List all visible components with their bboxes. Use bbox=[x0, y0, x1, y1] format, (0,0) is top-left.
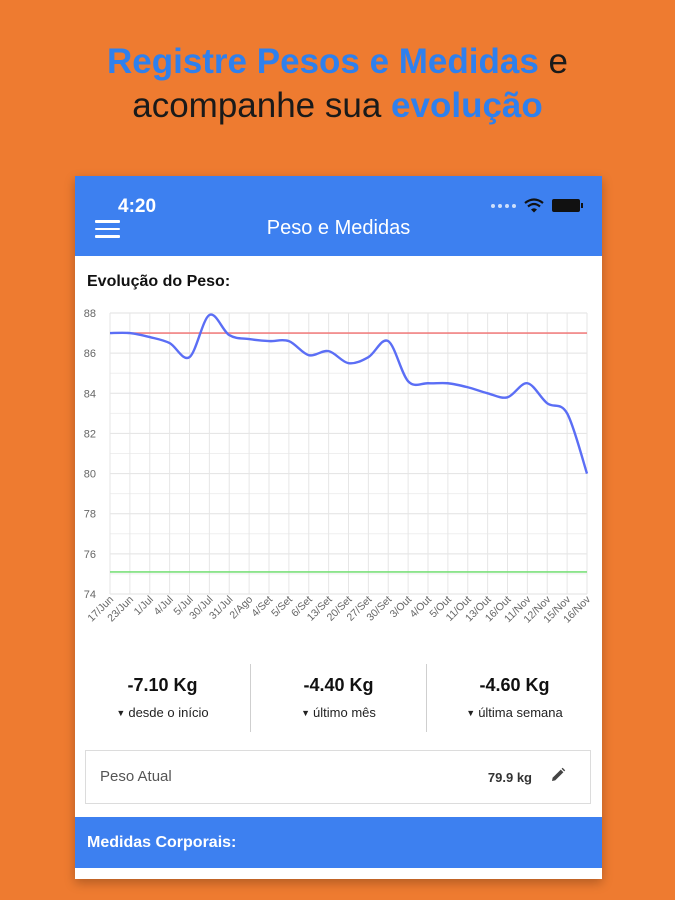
y-tick-label: 76 bbox=[84, 549, 96, 561]
headline-highlight-2: evolução bbox=[391, 86, 543, 125]
x-tick-label: 5/Set bbox=[269, 594, 295, 620]
x-tick-label: 3/Out bbox=[388, 594, 415, 621]
stat-label: última semana bbox=[478, 705, 563, 720]
headline-text-2: acompanhe sua bbox=[132, 86, 392, 125]
headline-text-1: e bbox=[538, 42, 569, 81]
wifi-icon bbox=[524, 198, 544, 213]
stat-value: -4.40 Kg bbox=[303, 675, 374, 695]
headline-line-1: Registre Pesos e Medidas e bbox=[0, 40, 675, 84]
y-tick-label: 84 bbox=[84, 388, 96, 400]
chart-title: Evolução do Peso: bbox=[87, 273, 231, 290]
status-time: 4:20 bbox=[118, 196, 157, 217]
medidas-bar[interactable]: Medidas Corporais: bbox=[75, 817, 602, 868]
promo-headline: Registre Pesos e Medidas e acompanhe sua… bbox=[0, 40, 675, 128]
y-tick-label: 80 bbox=[84, 469, 96, 481]
stat-label-wrap: ▼ desde o início bbox=[75, 705, 250, 720]
stat-label: desde o início bbox=[128, 705, 209, 720]
x-tick-label: 2/Ago bbox=[227, 594, 255, 622]
app-title: Peso e Medidas bbox=[266, 217, 411, 239]
caret-down-icon: ▼ bbox=[301, 708, 311, 718]
y-tick-label: 82 bbox=[84, 428, 96, 440]
y-tick-label: 86 bbox=[84, 348, 96, 360]
stats-row: -7.10 Kg ▼ desde o início -4.40 Kg ▼ últim… bbox=[75, 664, 602, 732]
phone-screen: 4:20 Peso e Medidas Evolução do Peso: 74… bbox=[75, 176, 602, 879]
weight-chart: 747678808284868817/Jun23/Jun1/Jul4/Jul5/… bbox=[84, 308, 594, 626]
stat-since-start: -7.10 Kg ▼ desde o início bbox=[75, 664, 250, 732]
peso-atual-value: 79.9 kg bbox=[487, 770, 532, 785]
medidas-title: Medidas Corporais: bbox=[87, 834, 237, 851]
y-tick-label: 78 bbox=[84, 509, 96, 521]
weight-series-line bbox=[109, 313, 589, 474]
stat-value: -4.60 Kg bbox=[479, 675, 550, 695]
menu-icon[interactable] bbox=[95, 220, 120, 238]
caret-down-icon: ▼ bbox=[116, 708, 126, 718]
headline-line-2: acompanhe sua evolução bbox=[0, 84, 675, 128]
signal-dots-icon bbox=[491, 203, 516, 208]
x-tick-label: 1/Jul bbox=[132, 594, 156, 618]
stat-last-week: -4.60 Kg ▼ última semana bbox=[426, 664, 602, 732]
y-tick-label: 88 bbox=[84, 308, 96, 320]
x-tick-label: 4/Set bbox=[249, 594, 275, 620]
stat-label: último mês bbox=[313, 705, 376, 720]
x-tick-label: 4/Out bbox=[407, 594, 434, 621]
stat-label-wrap: ▼ último mês bbox=[251, 705, 426, 720]
battery-icon bbox=[552, 199, 583, 212]
headline-highlight-1: Registre Pesos e Medidas bbox=[106, 42, 539, 81]
app-bar: 4:20 Peso e Medidas bbox=[75, 176, 602, 256]
y-tick-label: 74 bbox=[84, 589, 96, 601]
stat-value: -7.10 Kg bbox=[127, 675, 198, 695]
status-icons bbox=[491, 198, 583, 213]
peso-atual-card[interactable]: Peso Atual 79.9 kg bbox=[85, 750, 591, 804]
x-tick-label: 4/Jul bbox=[152, 594, 176, 618]
peso-atual-label: Peso Atual bbox=[100, 768, 172, 785]
caret-down-icon: ▼ bbox=[466, 708, 476, 718]
pencil-icon[interactable] bbox=[550, 767, 566, 783]
stat-label-wrap: ▼ última semana bbox=[427, 705, 602, 720]
stat-last-month: -4.40 Kg ▼ último mês bbox=[250, 664, 426, 732]
